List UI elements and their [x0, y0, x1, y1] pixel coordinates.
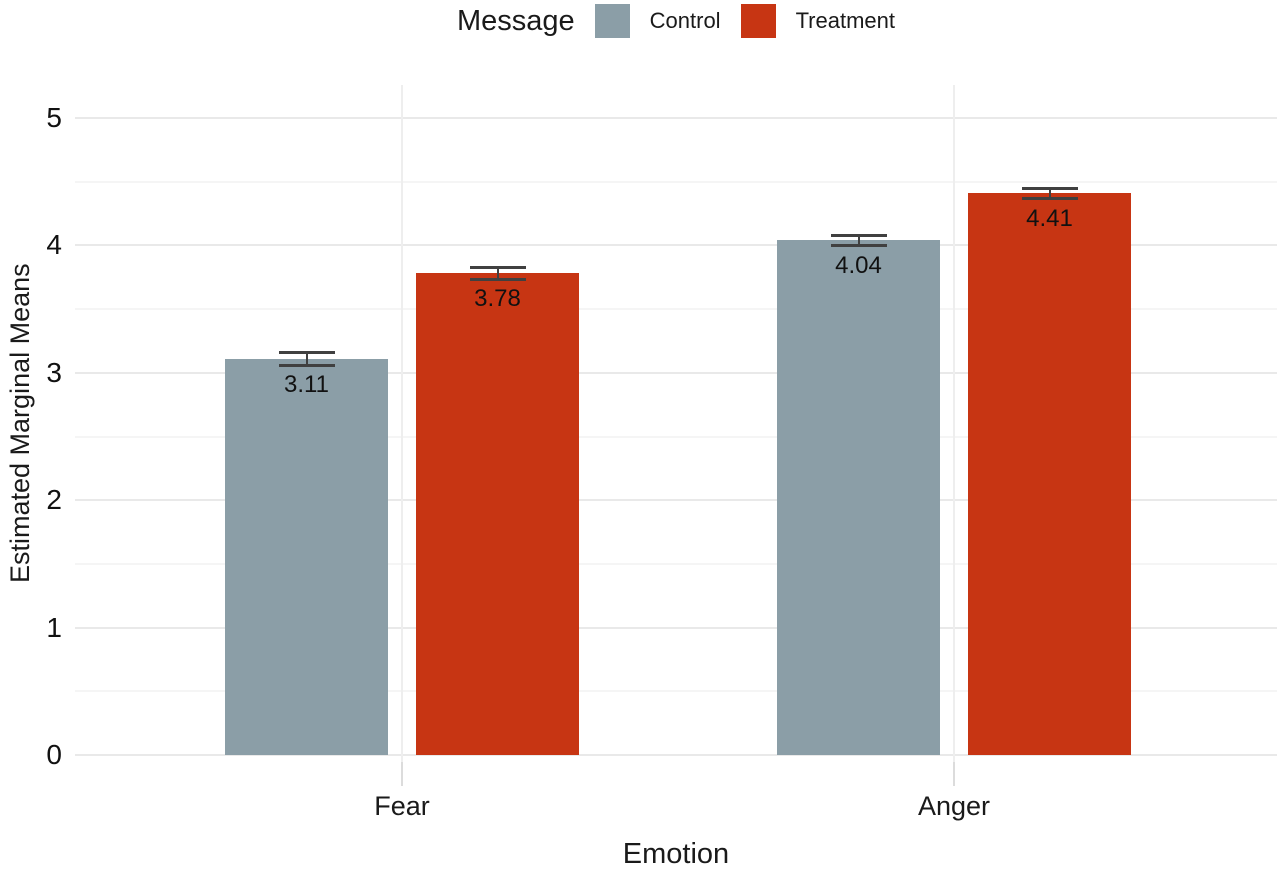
- error-bar-upper-cap: [1021, 186, 1078, 190]
- error-bar-stem: [1048, 189, 1051, 197]
- minor-gridline: [75, 308, 1277, 311]
- error-bar-stem: [496, 268, 499, 279]
- error-bar-upper-cap: [830, 233, 887, 237]
- y-tick-label-2: 2: [46, 484, 62, 516]
- category-gridline: [401, 85, 403, 762]
- error-bar-lower-cap: [278, 363, 335, 367]
- x-category-label-fear: Fear: [374, 791, 430, 821]
- minor-gridline: [75, 562, 1277, 565]
- x-axis-tick-anger: [953, 762, 955, 786]
- error-bar-lower-cap: [469, 278, 526, 282]
- major-gridline: [75, 244, 1277, 247]
- x-category-label-anger: Anger: [917, 791, 991, 821]
- x-axis-tick-fear: [401, 762, 403, 786]
- error-bar-lower-cap: [830, 243, 887, 247]
- bar-fear-treatment: [416, 273, 579, 755]
- minor-gridline: [75, 180, 1277, 183]
- major-gridline: [75, 371, 1277, 374]
- category-gridline: [953, 85, 955, 762]
- x-axis-title: Emotion: [622, 838, 730, 870]
- error-bar-lower-cap: [1021, 196, 1078, 200]
- legend-label-control: Control: [649, 8, 721, 33]
- major-gridline: [75, 626, 1277, 629]
- bar-anger-control: [777, 240, 940, 755]
- plot-panel: 3.11 3.78 4.04 4.41: [75, 85, 1277, 762]
- legend-title: Message: [456, 4, 575, 37]
- bar-value-label: 3.11: [284, 370, 329, 398]
- major-gridline: [75, 754, 1277, 756]
- y-tick-label-3: 3: [46, 356, 62, 388]
- legend: Message Control Treatment: [75, 0, 1277, 42]
- major-gridline: [75, 117, 1277, 119]
- y-tick-label-4: 4: [46, 229, 62, 261]
- bar-anger-treatment: [968, 193, 1131, 755]
- major-gridline: [75, 499, 1277, 502]
- bar-fear-control: [225, 358, 388, 755]
- y-tick-label-1: 1: [46, 611, 62, 643]
- legend-label-treatment: Treatment: [795, 8, 896, 33]
- bar-value-label: 4.04: [835, 252, 882, 280]
- y-axis-title: Estimated Marginal Means: [5, 263, 35, 584]
- error-bar-stem: [305, 353, 308, 364]
- minor-gridline: [75, 690, 1277, 693]
- legend-swatch-control: [594, 4, 630, 38]
- bar-value-label: 3.78: [474, 285, 521, 313]
- error-bar-upper-cap: [469, 265, 526, 269]
- error-bar-upper-cap: [278, 350, 335, 354]
- y-tick-label-5: 5: [46, 102, 62, 133]
- legend-swatch-treatment: [740, 4, 776, 38]
- y-tick-label-0: 0: [46, 739, 62, 770]
- minor-gridline: [75, 435, 1277, 438]
- bar-value-label: 4.41: [1026, 205, 1073, 233]
- error-bar-stem: [857, 236, 860, 244]
